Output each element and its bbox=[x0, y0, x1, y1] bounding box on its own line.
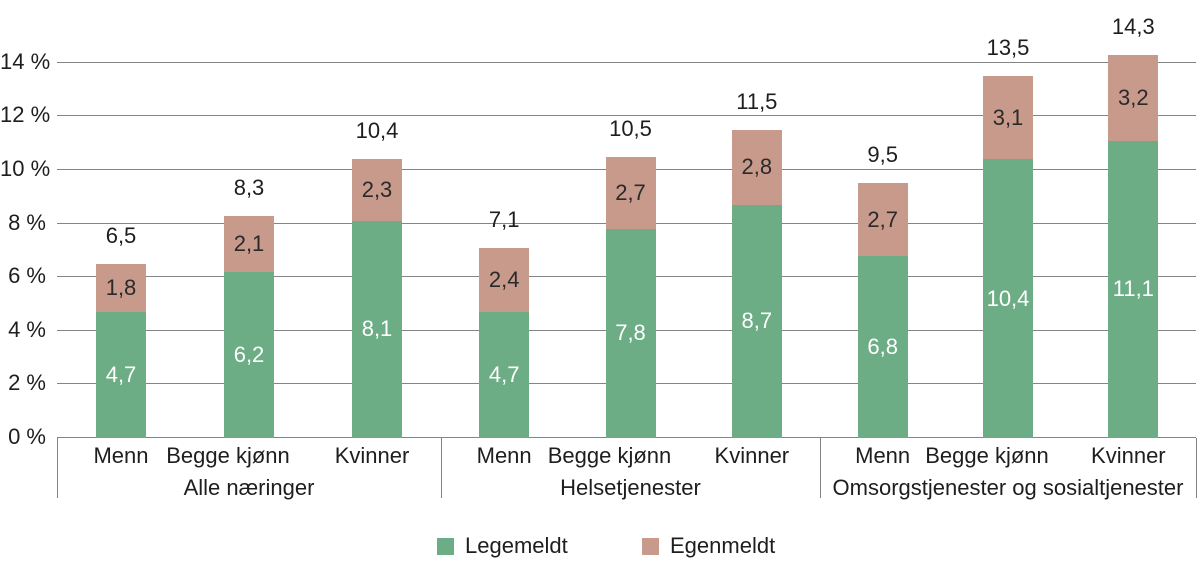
bar-segment-legemeldt: 4,7 bbox=[96, 312, 146, 438]
bar-total-label: 6,5 bbox=[105, 222, 137, 248]
gridline-14pct bbox=[57, 61, 1196, 63]
legemeldt-value-label: 6,8 bbox=[867, 333, 898, 359]
egenmeldt-value-label: 2,4 bbox=[488, 266, 520, 292]
legemeldt-value-label: 7,8 bbox=[615, 320, 646, 346]
bar-total-label: 7,1 bbox=[488, 206, 520, 232]
legemeldt-value-label: 4,7 bbox=[488, 362, 520, 387]
legend-item-egenmeldt: Egenmeldt bbox=[642, 534, 775, 558]
category-label-begge-kj-nn: Begge kjønn bbox=[166, 443, 290, 468]
bar-segment-egenmeldt: 2,7 bbox=[857, 183, 908, 256]
bar-total-label: 8,3 bbox=[233, 174, 265, 200]
bar-total-label: 14,3 bbox=[1111, 13, 1155, 39]
bar-segment-legemeldt: 4,7 bbox=[479, 312, 530, 438]
egenmeldt-value-label: 2,8 bbox=[741, 154, 773, 180]
egenmeldt-value-label: 2,7 bbox=[867, 206, 898, 232]
legend-label: Egenmeldt bbox=[670, 533, 776, 558]
egenmeldt-value-label: 3,2 bbox=[1118, 84, 1149, 110]
gridline-12pct bbox=[57, 115, 1196, 117]
y-axis-tick-label: 10 % bbox=[0, 156, 51, 181]
group-label: Omsorgstjenester og sosialtjenester bbox=[832, 475, 1184, 500]
y-axis-tick-label: 8 % bbox=[8, 209, 46, 235]
egenmeldt-value-label: 2,3 bbox=[361, 177, 393, 203]
bar-total-label: 13,5 bbox=[986, 35, 1030, 61]
bar-segment-legemeldt: 7,8 bbox=[605, 228, 656, 438]
bar-segment-legemeldt: 6,2 bbox=[224, 271, 274, 438]
y-axis-tick-label: 12 % bbox=[0, 102, 51, 128]
group-label: Helsetjenester bbox=[560, 475, 701, 500]
y-axis-tick-label: 0 % bbox=[8, 424, 46, 449]
legemeldt-value-label: 11,1 bbox=[1112, 276, 1154, 302]
legend-item-legemeldt: Legemeldt bbox=[437, 534, 568, 558]
y-axis-tick-label: 6 % bbox=[8, 263, 46, 289]
bar-total-label: 11,5 bbox=[736, 88, 778, 114]
bar-segment-egenmeldt: 2,7 bbox=[605, 156, 656, 229]
category-label-menn: Menn bbox=[476, 443, 532, 468]
egenmeldt-value-label: 2,1 bbox=[233, 230, 265, 256]
bar-total-label: 9,5 bbox=[867, 142, 898, 168]
egenmeldt-value-label: 2,7 bbox=[615, 179, 646, 205]
legend-swatch-icon bbox=[642, 537, 659, 555]
legend-label: Legemeldt bbox=[465, 533, 568, 558]
bar-segment-egenmeldt: 1,8 bbox=[96, 263, 146, 313]
bar-segment-legemeldt: 8,7 bbox=[731, 204, 782, 438]
x-axis-group-separator bbox=[820, 438, 821, 498]
egenmeldt-value-label: 1,8 bbox=[105, 274, 137, 300]
legemeldt-value-label: 8,1 bbox=[361, 316, 393, 342]
bar-segment-egenmeldt: 2,1 bbox=[224, 215, 274, 272]
legemeldt-value-label: 4,7 bbox=[105, 362, 137, 387]
legemeldt-value-label: 8,7 bbox=[741, 308, 773, 334]
category-label-kvinner: Kvinner bbox=[334, 443, 410, 468]
y-axis-tick-label: 4 % bbox=[8, 316, 46, 342]
group-label: Alle næringer bbox=[183, 475, 315, 500]
bar-segment-legemeldt: 10,4 bbox=[983, 159, 1033, 438]
bar-segment-egenmeldt: 2,3 bbox=[352, 159, 402, 221]
bar-segment-legemeldt: 11,1 bbox=[1108, 140, 1159, 438]
legemeldt-value-label: 6,2 bbox=[233, 341, 265, 367]
category-label-kvinner: Kvinner bbox=[1091, 443, 1166, 468]
bar-segment-egenmeldt: 3,1 bbox=[983, 76, 1033, 160]
bar-segment-legemeldt: 6,8 bbox=[857, 255, 908, 438]
bar-segment-egenmeldt: 2,8 bbox=[731, 129, 782, 205]
bar-segment-egenmeldt: 2,4 bbox=[479, 247, 530, 313]
y-axis-tick-label: 2 % bbox=[8, 370, 46, 396]
bar-total-label: 10,5 bbox=[609, 115, 652, 141]
egenmeldt-value-label: 3,1 bbox=[992, 104, 1024, 130]
category-label-menn: Menn bbox=[93, 443, 149, 468]
category-label-kvinner: Kvinner bbox=[714, 443, 790, 468]
category-label-menn: Menn bbox=[855, 443, 911, 468]
legend-swatch-icon bbox=[437, 537, 454, 555]
x-axis-group-separator bbox=[57, 438, 58, 498]
legemeldt-value-label: 10,4 bbox=[986, 285, 1030, 311]
x-axis-group-separator bbox=[1196, 438, 1197, 498]
x-axis-group-separator bbox=[441, 438, 442, 498]
category-label-begge-kj-nn: Begge kjønn bbox=[925, 443, 1049, 468]
bar-segment-egenmeldt: 3,2 bbox=[1108, 54, 1159, 141]
bar-segment-legemeldt: 8,1 bbox=[352, 220, 402, 438]
y-axis-tick-label: 14 % bbox=[0, 48, 51, 74]
bar-total-label: 10,4 bbox=[355, 118, 399, 144]
category-label-begge-kj-nn: Begge kjønn bbox=[547, 443, 672, 468]
